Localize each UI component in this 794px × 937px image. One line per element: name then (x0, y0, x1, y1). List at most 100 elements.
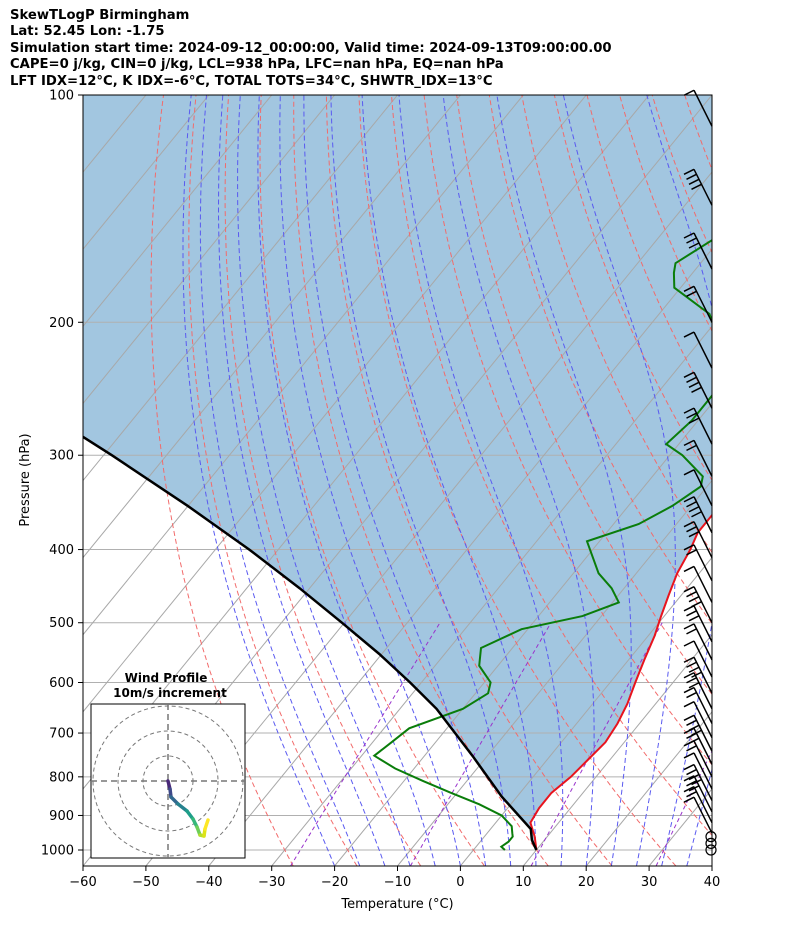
wind-barb-staff (693, 440, 713, 477)
wind-barb-staff (693, 586, 713, 624)
y-tick-label: 800 (49, 770, 74, 785)
wind-barb-feather (686, 610, 697, 617)
dry-adiabat-line (423, 95, 712, 766)
title-stability-indices: LFT IDX=12°C, K IDX=-6°C, TOTAL TOTS=34°… (10, 73, 493, 89)
isotherm-line (83, 95, 524, 636)
moist-adiabat-line (199, 95, 361, 866)
wind-barb-feather (686, 628, 697, 635)
dry-adiabat-line (188, 95, 358, 866)
dry-adiabat-line (224, 95, 422, 866)
wind-barb-staff (693, 168, 713, 206)
y-tick-label: 700 (49, 727, 74, 742)
temperature-line (529, 513, 712, 851)
x-axis: −60 −50 −40 −30 −20 −10 0 10 20 30 40 (69, 866, 720, 890)
moist-adiabat-line (646, 95, 712, 866)
wind-barb-feather (686, 173, 697, 180)
chart-title-block: SkewTLogP Birmingham Lat: 52.45 Lon: -1.… (10, 8, 612, 90)
wind-barb-staff (693, 544, 713, 582)
wind-barb-staff (693, 496, 713, 534)
hodograph-segment (176, 802, 189, 813)
wind-barb-feather (683, 407, 695, 414)
isotherm-line (145, 171, 712, 866)
x-tick-label: −10 (384, 875, 411, 890)
wind-barb-feather (691, 601, 702, 608)
wind-barb-staff (693, 566, 713, 603)
wind-barb-feather (683, 785, 695, 793)
wind-barb-feather (686, 549, 697, 556)
isotherm-line (83, 95, 84, 96)
wind-barb-staff (693, 89, 713, 127)
title-station: SkewTLogP Birmingham (10, 8, 190, 23)
wind-barb-staff (693, 714, 713, 752)
wind-barb-staff (693, 656, 713, 694)
wind-barb-feather (683, 586, 695, 593)
x-tick-label: 10 (515, 875, 532, 890)
wind-barb-staff (693, 687, 713, 724)
wind-barb-feather (683, 565, 695, 573)
wind-barb-feather (688, 178, 700, 185)
wind-barb-feather (683, 686, 695, 694)
wind-barb-staff (693, 285, 713, 323)
wind-barb-feather (683, 439, 695, 447)
isotherm-line (83, 95, 335, 405)
title-cape-indices: CAPE=0 j/kg, CIN=0 j/kg, LCL=938 hPa, LF… (10, 57, 504, 73)
wind-barb-feather (683, 520, 695, 528)
wind-barb-feather (686, 237, 697, 244)
dry-adiabat-line (750, 95, 794, 866)
parcel-shaded-area (83, 95, 712, 850)
moist-adiabat-line (237, 95, 411, 866)
wind-barb-feather (683, 371, 695, 378)
wind-barb-feather (686, 719, 697, 726)
y-tick-label: 200 (49, 316, 74, 331)
isotherm-line (711, 865, 712, 866)
isotherm-line (460, 556, 712, 866)
wind-barb-feather (683, 775, 695, 782)
hodograph-title-line1: Wind Profile (125, 671, 208, 685)
wind-barb-feather (691, 778, 702, 786)
wind-barb-feather (688, 666, 700, 673)
wind-barb-feather (691, 729, 702, 736)
y-axis: 1000 900 800 700 600 500 400 300 200 100 (41, 89, 83, 859)
wind-barb-staff (693, 605, 713, 643)
isotherm-line (522, 633, 712, 866)
isotherm-line (83, 95, 398, 482)
wind-barb-feather (683, 331, 695, 338)
wind-barb-feather (686, 768, 697, 776)
wind-barb-feather (691, 386, 702, 393)
isotherm-line (83, 95, 210, 250)
wind-barb-staff (693, 640, 713, 678)
calm-wind-circle (705, 837, 717, 849)
dry-adiabat-line (293, 95, 549, 866)
title-location: Lat: 52.45 Lon: -1.75 (10, 24, 165, 40)
wind-barb-feather (686, 790, 697, 798)
dry-adiabat-line (259, 95, 485, 866)
moist-adiabat-line (257, 95, 436, 866)
wind-barb-feather (688, 417, 700, 424)
wind-barb-feather (688, 506, 700, 513)
wind-barb-feather (691, 511, 702, 518)
hodograph-inset: Wind Profile 10m/s increment (90, 671, 246, 859)
wind-barb-feather (686, 591, 697, 598)
dry-adiabat-line (391, 95, 712, 837)
mixing-ratio-line (409, 622, 552, 866)
wind-barb-staff (693, 469, 713, 507)
wind-barb-staff (693, 232, 713, 270)
wind-barb-feather (683, 168, 695, 175)
moist-adiabat-line (330, 95, 512, 866)
wind-barb-feather (683, 796, 695, 803)
x-tick-label: −20 (321, 875, 348, 890)
wind-barb-feather (683, 640, 695, 647)
y-tick-label: 400 (49, 543, 74, 558)
wind-barb-feather (686, 780, 697, 787)
wind-barb-feather (683, 623, 695, 630)
profile-series (83, 238, 712, 851)
wind-barb-feather (688, 381, 700, 388)
wind-barb-feather (683, 89, 695, 96)
x-tick-label: −60 (69, 875, 96, 890)
hodograph-ring (117, 730, 219, 832)
wind-barb-feather (683, 544, 695, 551)
wind-barb-staff (693, 786, 713, 823)
wind-barb-feather (688, 530, 700, 538)
moist-adiabat-line (398, 95, 564, 866)
